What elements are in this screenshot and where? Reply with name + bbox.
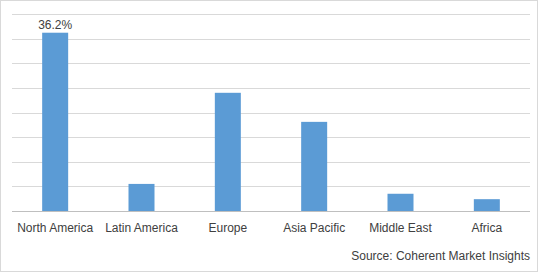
grid-line [12, 137, 530, 138]
grid-line [12, 186, 530, 187]
chart-container: 36.2% North America Latin America Europe Asi… [0, 0, 538, 272]
grid-line [12, 63, 530, 64]
data-label: 36.2% [38, 18, 72, 32]
grid-line [12, 211, 530, 212]
bar [42, 33, 68, 211]
bars [42, 33, 500, 211]
bar [215, 93, 241, 211]
chart-svg: 36.2% North America Latin America Europe Asi… [0, 0, 538, 272]
grid-line [12, 39, 530, 40]
x-tick-label: Latin America [105, 221, 178, 235]
x-tick-label: Asia Pacific [283, 221, 345, 235]
grid-line [12, 88, 530, 89]
grid-line [12, 113, 530, 114]
x-tick-label: Europe [208, 221, 247, 235]
x-tick-label: Africa [471, 221, 502, 235]
grid-line [12, 162, 530, 163]
grid-line [12, 14, 530, 15]
bar [388, 194, 414, 211]
chart-frame [1, 1, 538, 272]
x-tick-label: Middle East [369, 221, 432, 235]
x-tick-label: North America [17, 221, 93, 235]
bar [301, 122, 327, 211]
source-note: Source: Coherent Market Insights [351, 249, 530, 263]
bar [474, 199, 500, 211]
bar [129, 184, 155, 211]
